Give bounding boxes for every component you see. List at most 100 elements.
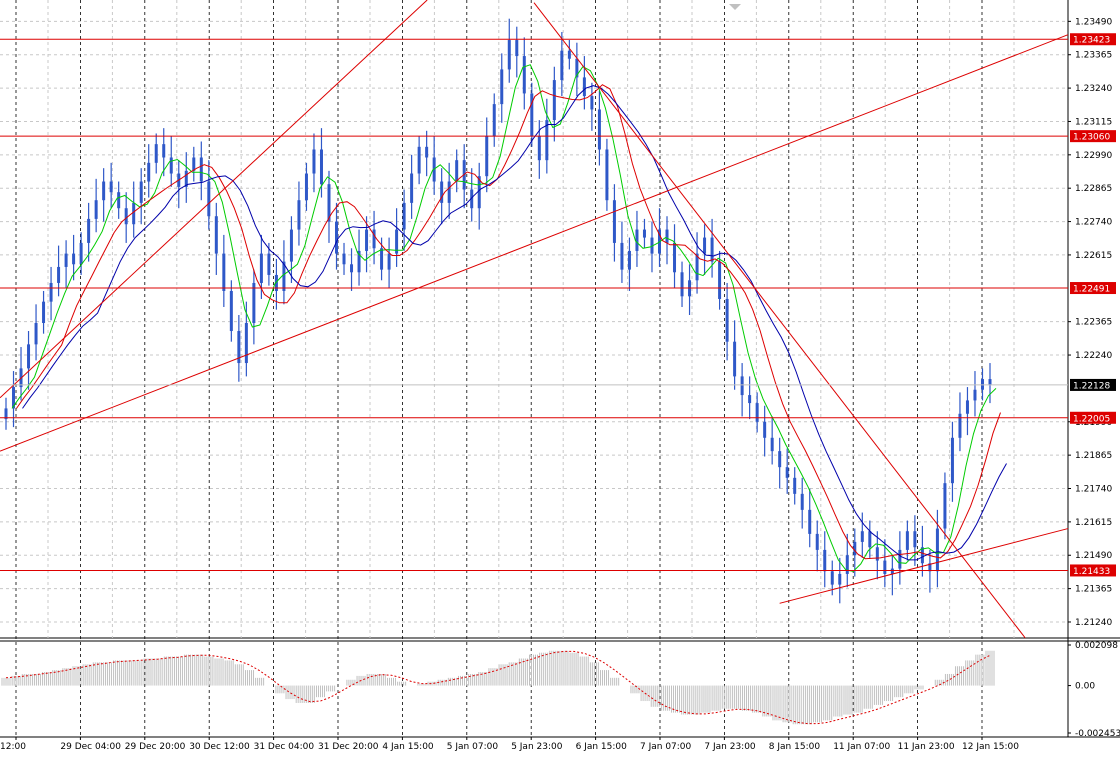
candle-body — [537, 136, 541, 161]
candle-body — [417, 146, 421, 174]
x-tick-label: 7 Jan 07:00 — [640, 742, 692, 752]
x-tick-label: 12:00 — [0, 742, 26, 752]
candle-body — [845, 555, 849, 574]
trendline[interactable] — [0, 0, 428, 399]
candle-body — [823, 549, 827, 572]
candle-body — [132, 202, 136, 225]
osc-tick-label: 0.002098 — [1075, 641, 1118, 651]
candle-body — [552, 80, 556, 121]
level-price-tag: 1.22005 — [1070, 411, 1116, 424]
candle-body — [387, 253, 391, 270]
x-tick-label: 4 Jan 15:00 — [382, 742, 434, 752]
y-tick-label: 1.23365 — [1075, 51, 1112, 61]
candle-body — [703, 237, 707, 254]
x-tick-label: 31 Dec 20:00 — [318, 742, 379, 752]
candle-body — [425, 146, 429, 158]
candle-body — [4, 408, 8, 420]
candle-body — [590, 96, 594, 110]
candle-body — [612, 200, 616, 243]
candle-body — [455, 160, 459, 182]
candle-body — [973, 389, 977, 401]
candle-body — [267, 253, 271, 275]
y-tick-label: 1.23115 — [1075, 117, 1112, 127]
candle-body — [12, 387, 16, 409]
candle-body — [357, 250, 361, 273]
candle-body — [950, 437, 954, 484]
trendline[interactable] — [779, 528, 1069, 604]
candle-body — [147, 162, 151, 182]
candle-body — [350, 264, 354, 273]
x-tick-label: 5 Jan 23:00 — [511, 742, 563, 752]
candle-body — [642, 229, 646, 238]
candle-body — [372, 229, 376, 249]
x-tick-label: 8 Jan 15:00 — [769, 742, 821, 752]
y-tick-label: 1.22365 — [1075, 318, 1112, 328]
trendline[interactable] — [0, 34, 1069, 452]
candle-body — [485, 136, 489, 177]
candle-body — [958, 413, 962, 438]
candle-body — [477, 176, 481, 209]
candle-body — [800, 493, 804, 510]
candle-body — [117, 192, 121, 209]
y-tick-label: 1.22615 — [1075, 251, 1112, 261]
candle-body — [710, 237, 714, 262]
candle-body — [139, 181, 143, 203]
candle-body — [440, 181, 444, 203]
candle-body — [920, 547, 924, 564]
candle-body — [365, 229, 369, 251]
candle-body — [883, 560, 887, 574]
level-price-tag: 1.23423 — [1070, 33, 1116, 46]
shift-marker-icon[interactable] — [729, 4, 741, 10]
candle-body — [778, 451, 782, 468]
candle-body — [259, 253, 263, 283]
candle-body — [815, 533, 819, 550]
candle-body — [695, 253, 699, 281]
candle-body — [898, 549, 902, 569]
x-tick-label: 5 Jan 07:00 — [447, 742, 499, 752]
candle-body — [785, 467, 789, 478]
candle-body — [34, 323, 38, 345]
candle-body — [680, 272, 684, 297]
candle-body — [312, 149, 316, 174]
candle-body — [567, 50, 571, 59]
candle-body — [627, 250, 631, 270]
candle-body — [620, 242, 624, 270]
level-price-text: 1.23423 — [1073, 36, 1110, 46]
candle-body — [905, 531, 909, 550]
candle-body — [304, 173, 308, 201]
current-price-tag: 1.22128 — [1070, 378, 1116, 391]
current-price-text: 1.22128 — [1073, 381, 1110, 391]
candle-body — [102, 181, 106, 201]
candle-body — [500, 69, 504, 105]
candle-body — [725, 298, 729, 342]
trendline[interactable] — [533, 2, 1026, 639]
candle-body — [252, 282, 256, 324]
candle-body — [605, 149, 609, 201]
candle-body — [763, 421, 767, 438]
candle-body — [718, 261, 722, 299]
candle-body — [72, 253, 76, 265]
candle-body — [244, 323, 248, 364]
candle-body — [342, 253, 346, 265]
candle-body — [335, 221, 339, 254]
candle-body — [169, 157, 173, 174]
candle-body — [184, 170, 188, 187]
candle-body — [860, 531, 864, 542]
candle-body — [808, 509, 812, 534]
x-tick-label: 30 Dec 12:00 — [189, 742, 250, 752]
candles — [4, 18, 992, 604]
candle-body — [492, 104, 496, 137]
x-tick-label: 29 Dec 20:00 — [125, 742, 186, 752]
candle-body — [755, 403, 759, 422]
level-price-tag-bg — [1070, 33, 1116, 46]
y-tick-label: 1.21740 — [1075, 485, 1112, 495]
candle-body — [582, 77, 586, 97]
candle-body — [740, 376, 744, 396]
candle-body — [830, 571, 834, 585]
candle-body — [522, 56, 526, 94]
level-price-text: 1.23060 — [1073, 133, 1110, 143]
level-price-text: 1.22491 — [1073, 285, 1110, 295]
candle-body — [515, 40, 519, 57]
